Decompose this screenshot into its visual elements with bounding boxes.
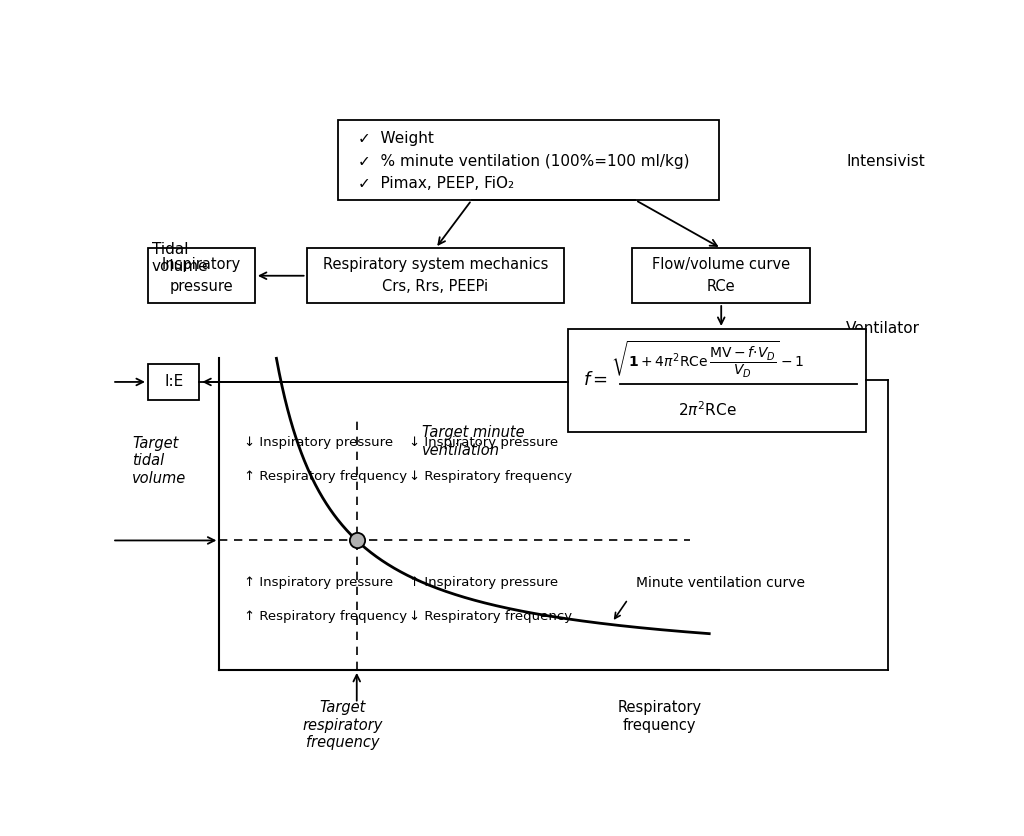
Text: Minute ventilation curve: Minute ventilation curve bbox=[636, 576, 805, 590]
Text: ✓  Weight: ✓ Weight bbox=[358, 131, 434, 146]
FancyBboxPatch shape bbox=[632, 248, 811, 303]
Text: ↓ Inspiratory pressure: ↓ Inspiratory pressure bbox=[245, 436, 393, 449]
Text: Intensivist: Intensivist bbox=[846, 154, 925, 169]
Text: ✓  % minute ventilation (100%=100 ml/kg): ✓ % minute ventilation (100%=100 ml/kg) bbox=[358, 154, 689, 169]
Text: ↓ Respiratory frequency: ↓ Respiratory frequency bbox=[410, 470, 572, 483]
Text: $2\pi^2\mathrm{RCe}$: $2\pi^2\mathrm{RCe}$ bbox=[678, 400, 736, 419]
Text: Tidal
volume: Tidal volume bbox=[152, 242, 209, 274]
Text: Target
tidal
volume: Target tidal volume bbox=[132, 436, 186, 486]
Text: Ventilator: Ventilator bbox=[846, 321, 921, 336]
Text: Respiratory system mechanics: Respiratory system mechanics bbox=[323, 257, 548, 273]
Text: Flow/volume curve: Flow/volume curve bbox=[652, 257, 791, 273]
Text: $f =$: $f =$ bbox=[583, 371, 607, 390]
Text: RCe: RCe bbox=[707, 279, 735, 294]
Text: ↑ Inspiratory pressure: ↑ Inspiratory pressure bbox=[410, 576, 558, 589]
Text: Crs, Rrs, PEEPi: Crs, Rrs, PEEPi bbox=[382, 279, 488, 294]
FancyBboxPatch shape bbox=[568, 329, 866, 432]
Text: I:E: I:E bbox=[164, 375, 183, 390]
Text: Target
respiratory
frequency: Target respiratory frequency bbox=[302, 701, 382, 750]
Text: pressure: pressure bbox=[170, 279, 233, 294]
Text: ✓  Pimax, PEEP, FiO₂: ✓ Pimax, PEEP, FiO₂ bbox=[358, 176, 514, 191]
Text: Target minute
ventilation: Target minute ventilation bbox=[422, 426, 524, 457]
FancyBboxPatch shape bbox=[306, 248, 564, 303]
Text: Inspiratory: Inspiratory bbox=[162, 257, 241, 273]
Text: Respiratory
frequency: Respiratory frequency bbox=[617, 701, 701, 732]
FancyBboxPatch shape bbox=[147, 248, 255, 303]
FancyBboxPatch shape bbox=[338, 120, 719, 200]
FancyBboxPatch shape bbox=[147, 364, 200, 400]
Text: ↑ Inspiratory pressure: ↑ Inspiratory pressure bbox=[245, 576, 393, 589]
Text: ↑ Respiratory frequency: ↑ Respiratory frequency bbox=[245, 610, 408, 624]
Text: ↓ Inspiratory pressure: ↓ Inspiratory pressure bbox=[410, 436, 558, 449]
Text: $\sqrt{\mathbf{1} + 4\pi^2\mathrm{RCe}\,\dfrac{\mathrm{MV} - f{\cdot}V_D}{V_D}} : $\sqrt{\mathbf{1} + 4\pi^2\mathrm{RCe}\,… bbox=[610, 339, 804, 380]
Text: ↑ Respiratory frequency: ↑ Respiratory frequency bbox=[245, 470, 408, 483]
Text: ↓ Respiratory frequency: ↓ Respiratory frequency bbox=[410, 610, 572, 624]
